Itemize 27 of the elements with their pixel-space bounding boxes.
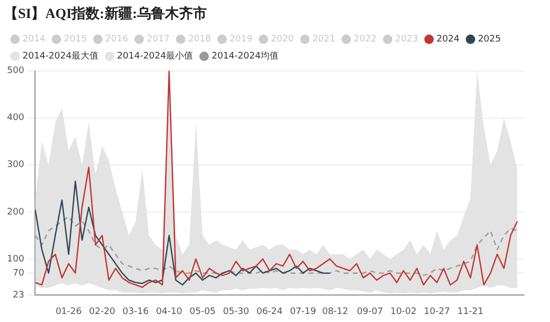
y-tick-label: 200 xyxy=(6,207,24,218)
y-tick-label: 70 xyxy=(12,268,24,278)
x-tick-label: 01-26 xyxy=(56,306,82,317)
legend-label: 2024 xyxy=(436,34,460,45)
x-tick-label: 07-19 xyxy=(290,306,316,317)
x-tick-label: 10-02 xyxy=(390,306,417,317)
x-tick-label: 08-12 xyxy=(322,306,348,317)
y-tick-label: 500 xyxy=(6,66,24,76)
x-tick-label: 11-21 xyxy=(457,306,484,317)
y-tick-label: 23 xyxy=(12,290,24,301)
legend-label: 2014-2024最小值 xyxy=(117,50,194,62)
y-tick-label: 300 xyxy=(6,160,24,170)
legend-label: 2014-2024均值 xyxy=(212,50,279,62)
x-tick-label: 05-30 xyxy=(222,306,250,317)
x-tick-label: 06-24 xyxy=(256,306,283,317)
x-tick-label: 05-05 xyxy=(190,306,216,317)
x-tick-label: 04-10 xyxy=(156,306,182,317)
line-series xyxy=(35,216,518,276)
x-tick-label: 02-20 xyxy=(89,306,116,317)
x-tick-label: 10-27 xyxy=(424,306,450,317)
y-tick-label: 100 xyxy=(6,254,24,264)
chart-title: 【SI】AQI指数:新疆:乌鲁木齐市 xyxy=(4,5,208,22)
x-tick-label: 09-07 xyxy=(356,306,384,317)
y-tick-label: 400 xyxy=(6,113,24,124)
x-tick-label: 03-16 xyxy=(122,306,149,317)
legend-label: 2014-2024最大值 xyxy=(22,50,99,62)
legend-label: 2025 xyxy=(478,34,501,45)
